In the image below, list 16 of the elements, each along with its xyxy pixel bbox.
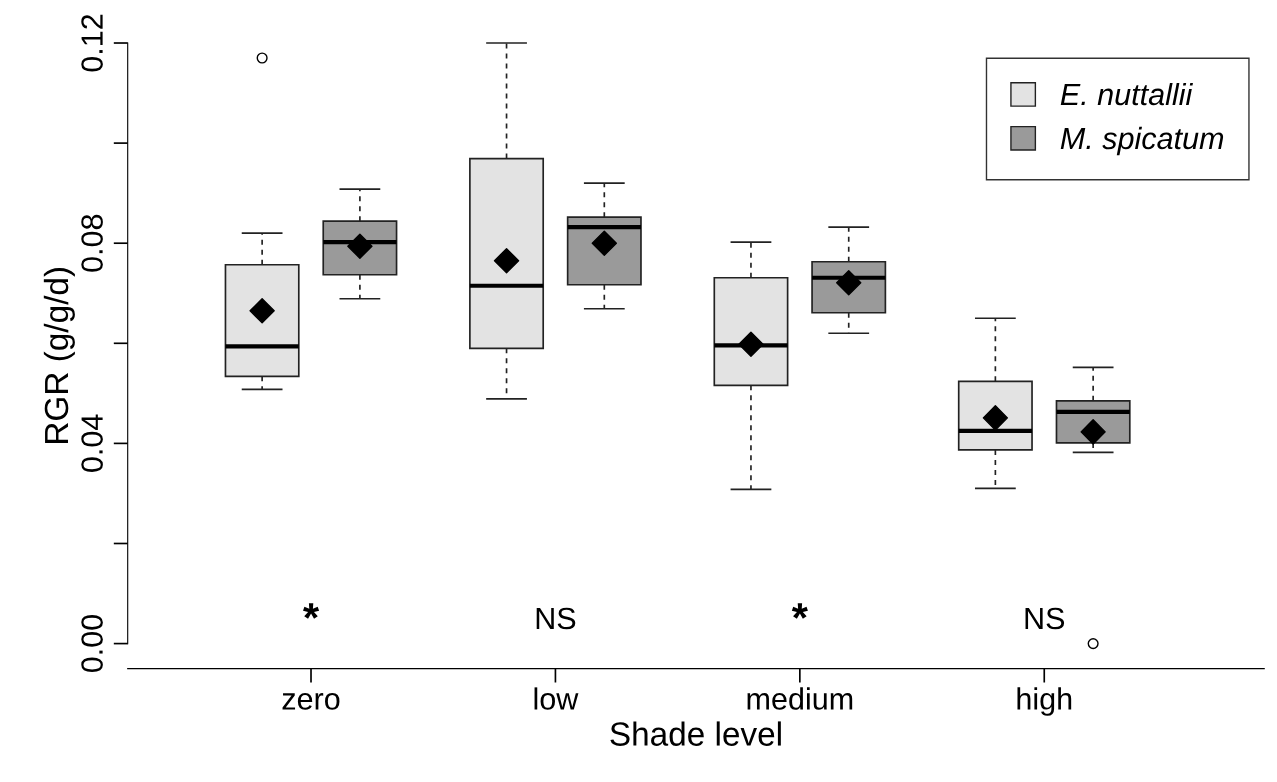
y-tick-label: 0.00 xyxy=(81,615,103,673)
x-tick-label: high xyxy=(1017,687,1072,716)
x-tick-label: medium xyxy=(747,687,853,710)
annotation: NS xyxy=(536,607,576,630)
y-tick-label: 0.04 xyxy=(81,414,103,472)
annotation: * xyxy=(791,603,808,619)
annotation: * xyxy=(303,603,320,619)
legend-label: M. spicatum xyxy=(1060,126,1224,156)
x-axis-title: Shade level xyxy=(610,721,781,746)
y-tick-label: 0.12 xyxy=(81,14,103,72)
y-axis-title: RGR (g/g/d) xyxy=(43,268,75,443)
annotation: NS xyxy=(1025,607,1065,630)
x-tick-label: zero xyxy=(282,693,340,710)
y-tick-label: 0.08 xyxy=(81,214,103,272)
legend-label: E. nuttallii xyxy=(1060,82,1193,106)
x-tick-label: low xyxy=(534,687,579,710)
